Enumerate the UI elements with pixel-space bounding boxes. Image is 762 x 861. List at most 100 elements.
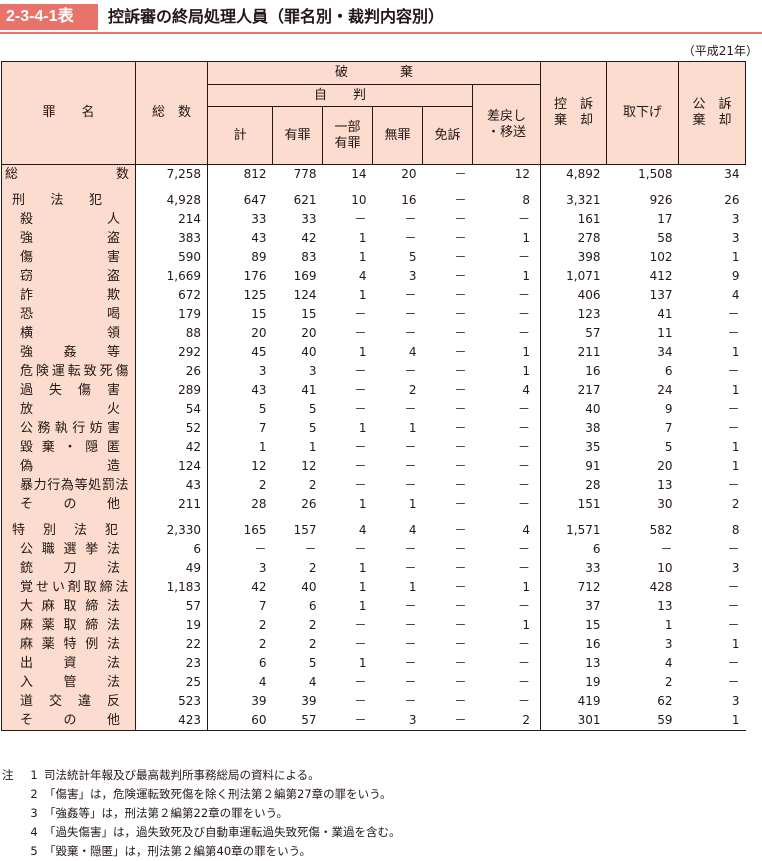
value-cell: 2 xyxy=(731,497,740,511)
value-cell: 647 xyxy=(243,193,267,207)
value-cell: 5 xyxy=(308,421,317,435)
value-cell: － xyxy=(472,540,541,559)
title-rule xyxy=(0,32,762,34)
value-cell: － xyxy=(354,542,367,556)
value-cell: 4 xyxy=(258,675,267,689)
value-cell: 4 xyxy=(408,345,417,359)
value-cell: 278 xyxy=(577,231,601,245)
value-cell: 1 xyxy=(358,288,367,302)
value-cell: － xyxy=(472,673,541,692)
value-cell: 8 xyxy=(472,191,541,210)
value-cell: － xyxy=(454,675,467,689)
value-cell: 3 xyxy=(731,561,740,575)
value-cell: 523 xyxy=(135,692,208,711)
spacer-cell xyxy=(273,514,323,521)
value-cell: 1 xyxy=(731,383,740,397)
value-cell: 137 xyxy=(649,288,673,302)
value-cell: － xyxy=(727,542,740,556)
spacer-cell xyxy=(373,184,423,191)
crime-name: 覚せい剤取締法 xyxy=(20,580,129,595)
header-yuzai: 有罪 xyxy=(272,106,323,165)
note-item: 2 「傷害」は，危険運転致死傷を除く刑法第２編第27章の罪をいう。 xyxy=(2,785,401,804)
header-ichibu-yuzai: 一部 有罪 xyxy=(322,106,373,165)
spacer-cell xyxy=(607,514,679,521)
note-number: 5 xyxy=(30,844,38,858)
value-cell: 812 xyxy=(207,164,273,184)
value-cell: 383 xyxy=(135,229,208,248)
note-label: 注 xyxy=(2,768,14,782)
value-cell: 1 xyxy=(358,497,367,511)
value-cell: 3 xyxy=(731,212,740,226)
value-cell: 398 xyxy=(577,250,601,264)
value-cell: 6 xyxy=(258,656,267,670)
value-cell: 34 xyxy=(678,164,746,184)
crime-name: 麻薬特例法 xyxy=(20,637,120,652)
value-cell: － xyxy=(472,286,541,305)
value-cell: － xyxy=(727,656,740,670)
value-cell: － xyxy=(454,694,467,708)
value-cell: 91 xyxy=(585,459,601,473)
crime-name: 公職選挙法 xyxy=(20,542,120,557)
value-cell: 4 xyxy=(731,288,740,302)
value-cell: 1 xyxy=(358,345,367,359)
value-cell: 23 xyxy=(135,654,208,673)
table-row: 特 別 法 犯 2,330 165 157 4 4 － 4 1,571 582 8 xyxy=(1,521,746,540)
value-cell: 1 xyxy=(358,421,367,435)
spacer-cell xyxy=(208,184,273,191)
table-row: 公職選挙法 6 － － － － － － 6 － － xyxy=(1,540,746,559)
value-cell: 4 xyxy=(358,269,367,283)
value-cell: 176 xyxy=(243,269,267,283)
value-cell: 58 xyxy=(657,231,673,245)
value-cell: 40 xyxy=(585,402,601,416)
value-cell: 1,071 xyxy=(566,269,601,283)
value-cell: － xyxy=(404,618,417,632)
table-row: 総 数 7,258 812 778 14 20 － 12 4,892 1,508 34 xyxy=(1,164,746,184)
value-cell: － xyxy=(472,495,541,514)
value-cell: － xyxy=(404,561,417,575)
spacer-cell xyxy=(423,514,473,521)
value-cell: － xyxy=(404,231,417,245)
header-koso-line1: 公 訴 xyxy=(692,97,732,112)
value-cell: － xyxy=(454,523,467,537)
value-cell: 165 xyxy=(243,523,267,537)
value-cell: 26 xyxy=(135,362,208,381)
table-spacer-row xyxy=(1,184,746,191)
table-row: 放 火 54 5 5 － － － － 40 9 － xyxy=(1,400,746,419)
value-cell: － xyxy=(454,478,467,492)
header-total: 総 数 xyxy=(135,61,208,165)
crime-name: 銃 刀 法 xyxy=(20,561,120,576)
value-cell: － xyxy=(404,694,417,708)
value-cell: 1 xyxy=(472,343,541,362)
value-cell: 12 xyxy=(472,164,541,184)
value-cell: 60 xyxy=(207,711,273,731)
value-cell: － xyxy=(472,324,541,343)
value-cell: 11 xyxy=(657,326,673,340)
value-cell: 1 xyxy=(408,497,417,511)
value-cell: 4,928 xyxy=(135,191,208,210)
value-cell: 12 xyxy=(251,459,267,473)
header-kikyaku-line1: 控 訴 xyxy=(553,97,593,112)
value-cell: 1 xyxy=(472,616,541,635)
header-kikyaku-line2: 棄 却 xyxy=(553,113,593,128)
value-cell: － xyxy=(454,345,467,359)
table-row: 公務執行妨害 52 7 5 1 1 － － 38 7 － xyxy=(1,419,746,438)
table-row: 銃 刀 法 49 3 2 1 － － － 33 10 3 xyxy=(1,559,746,578)
value-cell: 13 xyxy=(585,656,601,670)
value-cell: 1 xyxy=(358,599,367,613)
value-cell: － xyxy=(454,288,467,302)
crime-name-cell: 特 別 法 犯 xyxy=(1,521,136,540)
value-cell: 38 xyxy=(585,421,601,435)
notes: 注 1 司法統計年報及び最高裁判所事務総局の資料による。 2 「傷害」は，危険運転致死傷… xyxy=(2,766,401,861)
value-cell: 3 xyxy=(258,364,267,378)
crime-name: 総 数 xyxy=(5,167,129,182)
table-row: 出 資 法 23 6 5 1 － － － 13 4 － xyxy=(1,654,746,673)
value-cell: 1 xyxy=(358,580,367,594)
value-cell: － xyxy=(404,656,417,670)
value-cell: 123 xyxy=(577,307,601,321)
crime-name-cell: 殺 人 xyxy=(1,210,136,229)
value-cell: 30 xyxy=(657,497,673,511)
value-cell: － xyxy=(727,364,740,378)
value-cell: 4 xyxy=(472,521,541,540)
era-label: （平成21年） xyxy=(682,44,758,58)
value-cell: 1 xyxy=(308,440,317,454)
